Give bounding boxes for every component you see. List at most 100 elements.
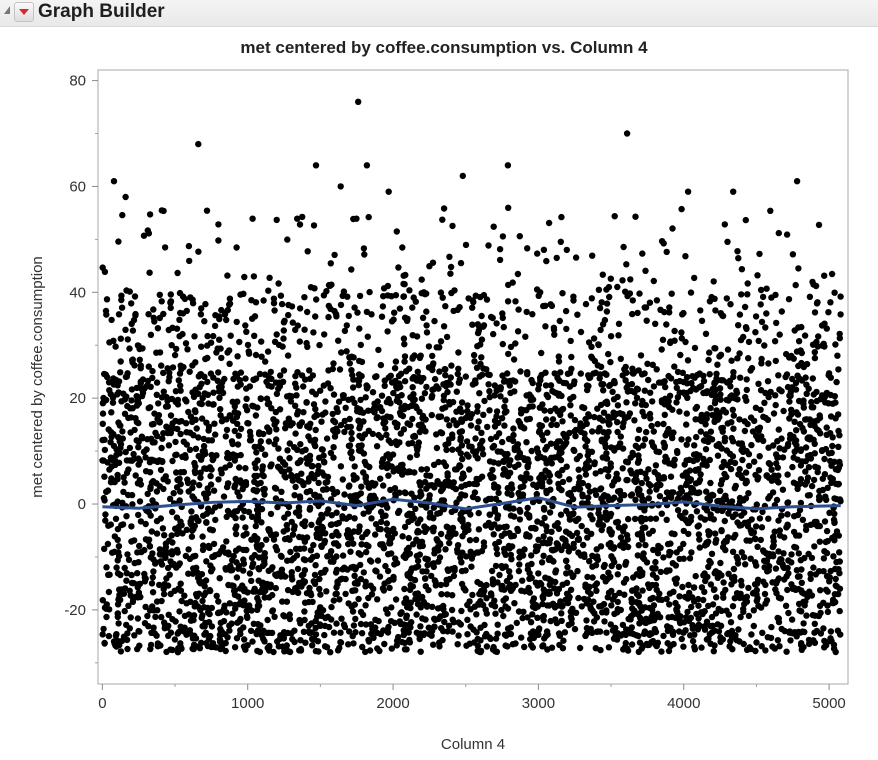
- data-point: [795, 375, 803, 382]
- data-point: [516, 233, 523, 240]
- data-point: [791, 448, 798, 455]
- data-point: [674, 603, 681, 610]
- data-point: [679, 369, 686, 376]
- data-point: [300, 628, 308, 635]
- data-point: [211, 420, 218, 427]
- data-point: [341, 623, 349, 631]
- data-point: [144, 490, 151, 498]
- data-point: [224, 272, 231, 279]
- data-point: [825, 400, 832, 407]
- data-point: [210, 374, 217, 381]
- data-point: [693, 403, 701, 411]
- data-point: [622, 639, 629, 647]
- data-point: [128, 300, 135, 307]
- data-point: [500, 545, 508, 553]
- data-point: [781, 576, 788, 583]
- data-point: [623, 626, 630, 633]
- data-point: [360, 569, 367, 576]
- data-point: [322, 398, 329, 405]
- data-point: [256, 370, 264, 378]
- data-point: [543, 487, 550, 495]
- data-point: [236, 338, 243, 346]
- data-point: [665, 403, 673, 411]
- data-point: [125, 602, 132, 609]
- data-point: [514, 328, 522, 335]
- data-point: [136, 542, 143, 550]
- data-point: [770, 553, 777, 560]
- data-point: [330, 454, 337, 461]
- data-point: [149, 367, 156, 375]
- data-point: [674, 449, 681, 457]
- data-point: [508, 543, 516, 550]
- data-point: [409, 439, 416, 447]
- data-point: [273, 216, 280, 224]
- data-point: [454, 542, 462, 549]
- data-point: [758, 318, 766, 326]
- data-point: [299, 213, 306, 221]
- data-point: [765, 360, 772, 367]
- data-point: [788, 551, 795, 558]
- data-point: [676, 555, 683, 563]
- data-point: [442, 404, 449, 411]
- data-point: [809, 611, 817, 619]
- data-point: [112, 461, 119, 468]
- disclosure-triangle-icon[interactable]: [4, 6, 10, 14]
- data-point: [652, 558, 659, 566]
- data-point: [571, 485, 578, 493]
- data-point: [753, 432, 760, 440]
- data-point: [329, 532, 336, 539]
- data-point: [533, 490, 540, 498]
- data-point: [137, 518, 145, 525]
- data-point: [820, 625, 827, 632]
- data-point: [589, 574, 596, 581]
- data-point: [310, 578, 317, 585]
- data-point: [327, 649, 334, 656]
- data-point: [754, 272, 761, 279]
- data-point: [785, 440, 792, 448]
- data-point: [523, 308, 530, 316]
- data-point: [164, 397, 171, 405]
- data-point: [711, 586, 718, 593]
- data-point: [596, 603, 603, 610]
- data-point: [171, 636, 179, 643]
- data-point: [653, 297, 661, 304]
- data-point: [688, 379, 695, 387]
- data-point: [703, 507, 711, 514]
- data-points: [99, 98, 844, 656]
- data-point: [339, 513, 346, 520]
- data-point: [578, 603, 585, 610]
- data-point: [419, 314, 427, 321]
- data-point: [664, 627, 672, 635]
- data-point: [298, 372, 306, 379]
- data-point: [299, 448, 306, 455]
- data-point: [480, 411, 487, 418]
- red-triangle-menu-button[interactable]: [14, 2, 34, 22]
- data-point: [115, 311, 123, 318]
- data-point: [150, 568, 157, 575]
- data-point: [678, 488, 686, 495]
- data-point: [379, 585, 387, 592]
- data-point: [717, 622, 725, 629]
- data-point: [793, 427, 800, 434]
- data-point: [421, 390, 429, 397]
- data-point: [745, 338, 753, 346]
- data-point: [642, 267, 649, 274]
- data-point: [538, 559, 546, 566]
- data-point: [363, 382, 370, 389]
- data-point: [377, 434, 385, 441]
- data-point: [787, 431, 794, 439]
- data-point: [249, 638, 256, 645]
- data-point: [822, 493, 829, 500]
- data-point: [720, 579, 727, 586]
- data-point: [243, 530, 250, 537]
- data-point: [514, 446, 521, 453]
- data-point: [566, 476, 573, 483]
- data-point: [296, 221, 304, 228]
- data-point: [125, 414, 132, 422]
- data-point: [444, 591, 451, 598]
- data-point: [181, 624, 188, 631]
- data-point: [723, 473, 730, 481]
- data-point: [488, 524, 495, 531]
- data-point: [614, 571, 621, 578]
- data-point: [309, 462, 316, 470]
